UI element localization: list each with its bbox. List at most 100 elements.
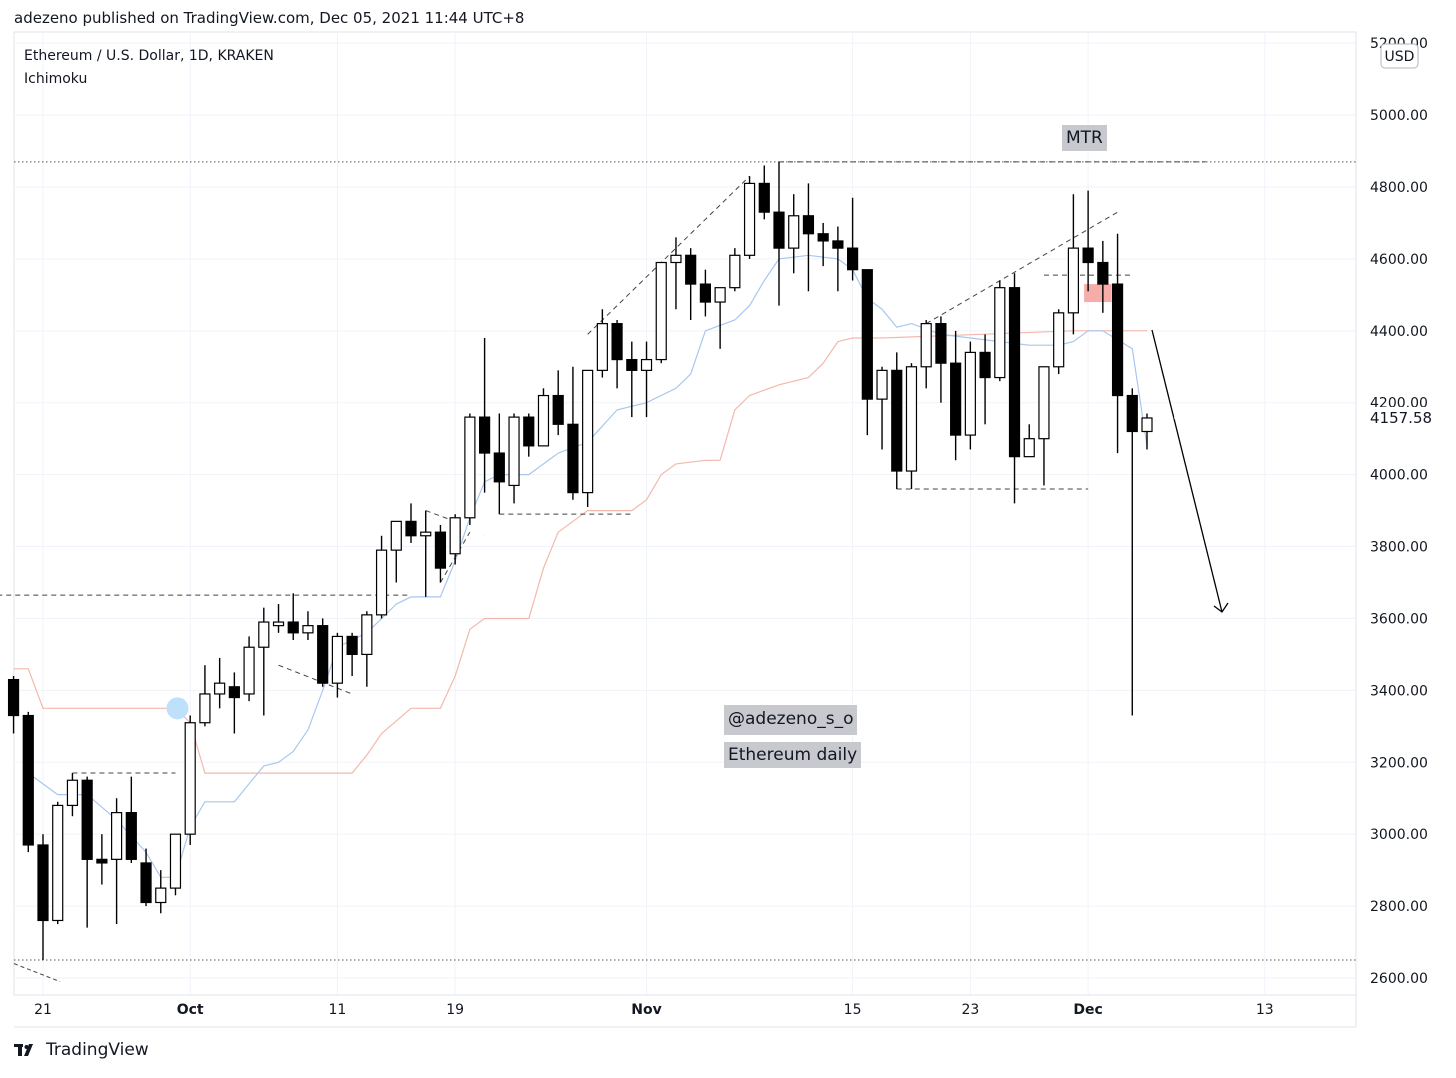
candle-body (508, 416, 520, 487)
candle-body (390, 520, 402, 551)
trend-dash-line (278, 664, 353, 695)
candle-body (670, 254, 682, 264)
publish-info: adezeno published on TradingView.com, De… (14, 9, 525, 27)
candle-body (361, 614, 373, 656)
last-price-label: 4157.58 (1370, 409, 1432, 427)
y-tick-label: 4800.00 (1370, 180, 1428, 196)
candle-body (1023, 438, 1035, 458)
candle-body (346, 635, 358, 656)
footer-branding: TradingView (14, 1040, 149, 1060)
candle-body (169, 833, 182, 889)
indicator-legend[interactable]: Ichimoku (24, 71, 88, 87)
author-tag[interactable]: @adezeno_s_o (724, 705, 858, 735)
kijun-line (13, 330, 1147, 774)
candle-body (1141, 417, 1153, 433)
x-tick-label: 11 (328, 1002, 346, 1018)
candle-body (611, 323, 623, 361)
candle-body (1111, 283, 1124, 397)
x-tick-label: Oct (177, 1002, 204, 1018)
candle-body (52, 804, 64, 922)
candle-body (655, 261, 667, 361)
y-tick-label: 4400.00 (1370, 324, 1428, 340)
candle-body (743, 182, 756, 256)
candle-body (464, 416, 476, 519)
candle-body (935, 323, 947, 364)
candle-body (714, 287, 726, 303)
candle-body (758, 182, 770, 213)
candle-body (184, 722, 196, 835)
footer-brand: TradingView (46, 1040, 149, 1060)
candle-body (214, 682, 226, 695)
candle-body (846, 247, 859, 271)
candle-body (155, 887, 167, 904)
x-tick-label: 23 (961, 1002, 979, 1018)
ichimoku-lines (13, 254, 1148, 878)
x-tick-label: 13 (1256, 1002, 1274, 1018)
trend-dash-line (587, 175, 750, 335)
trend-dash-line (925, 211, 1118, 325)
y-tick-label: 2800.00 (1370, 899, 1428, 915)
highlight-zone (1084, 284, 1112, 303)
candle-body (552, 394, 564, 425)
symbol-legend[interactable]: Ethereum / U.S. Dollar, 1D, KRAKEN (24, 48, 274, 64)
candle-body (1038, 366, 1050, 440)
y-tick-label: 3800.00 (1370, 540, 1428, 556)
x-tick-label: 21 (34, 1002, 52, 1018)
candle-body (434, 531, 447, 569)
candle-body (405, 520, 417, 537)
candle-body (110, 812, 123, 860)
candle-body (7, 678, 20, 717)
candle-body (817, 233, 829, 242)
candles (7, 161, 1153, 961)
candle-body (950, 362, 962, 436)
candle-body (1008, 287, 1021, 458)
candle-body (891, 369, 903, 472)
candle-body (449, 517, 461, 555)
candle-body (567, 423, 579, 494)
y-tick-label: 4600.00 (1370, 252, 1428, 268)
candle-body (199, 693, 211, 724)
y-tick-label: 3600.00 (1370, 611, 1428, 627)
candle-body (331, 635, 343, 684)
mtr-label[interactable]: MTR (1062, 125, 1107, 151)
y-tick-label: 3200.00 (1370, 755, 1428, 771)
user-drawings (0, 161, 1356, 983)
candle-body (523, 416, 535, 447)
candle-body (287, 621, 299, 634)
candle-body (640, 358, 653, 371)
trend-dash-line (13, 963, 61, 983)
candle-body (905, 366, 918, 472)
candle-body (1082, 247, 1094, 264)
candle-body (788, 215, 800, 249)
candle-body (375, 549, 388, 616)
event-circle-marker (166, 697, 189, 720)
candle-body (979, 351, 991, 379)
candle-body (420, 531, 432, 537)
candle-body (626, 358, 638, 371)
y-tick-label: 2600.00 (1370, 971, 1428, 987)
candle-body (125, 812, 137, 860)
y-tick-label: 5000.00 (1370, 108, 1428, 124)
tradingview-logo-icon (14, 1043, 40, 1057)
axes: 2600.00 2800.00 3000.00 3200.00 3400.00 3600.… (14, 32, 1456, 1028)
candle-body (861, 269, 873, 400)
candle-body (994, 287, 1006, 379)
candle-body (493, 452, 505, 483)
candle-body (964, 351, 976, 436)
candle-body (302, 625, 314, 634)
tenkan-line (27, 254, 1148, 878)
x-tick-label: 15 (844, 1002, 862, 1018)
candle-body (479, 416, 491, 454)
candle-body (243, 646, 255, 695)
x-tick-label: 19 (446, 1002, 464, 1018)
candle-body (920, 323, 932, 368)
candle-body (685, 254, 697, 285)
candle-body (1053, 312, 1065, 368)
candle-body (258, 621, 270, 648)
y-tick-label: 3400.00 (1370, 683, 1428, 699)
y-tick-label: 3000.00 (1370, 827, 1428, 843)
caption-note[interactable]: Ethereum daily (724, 742, 862, 768)
candle-body (37, 844, 49, 922)
